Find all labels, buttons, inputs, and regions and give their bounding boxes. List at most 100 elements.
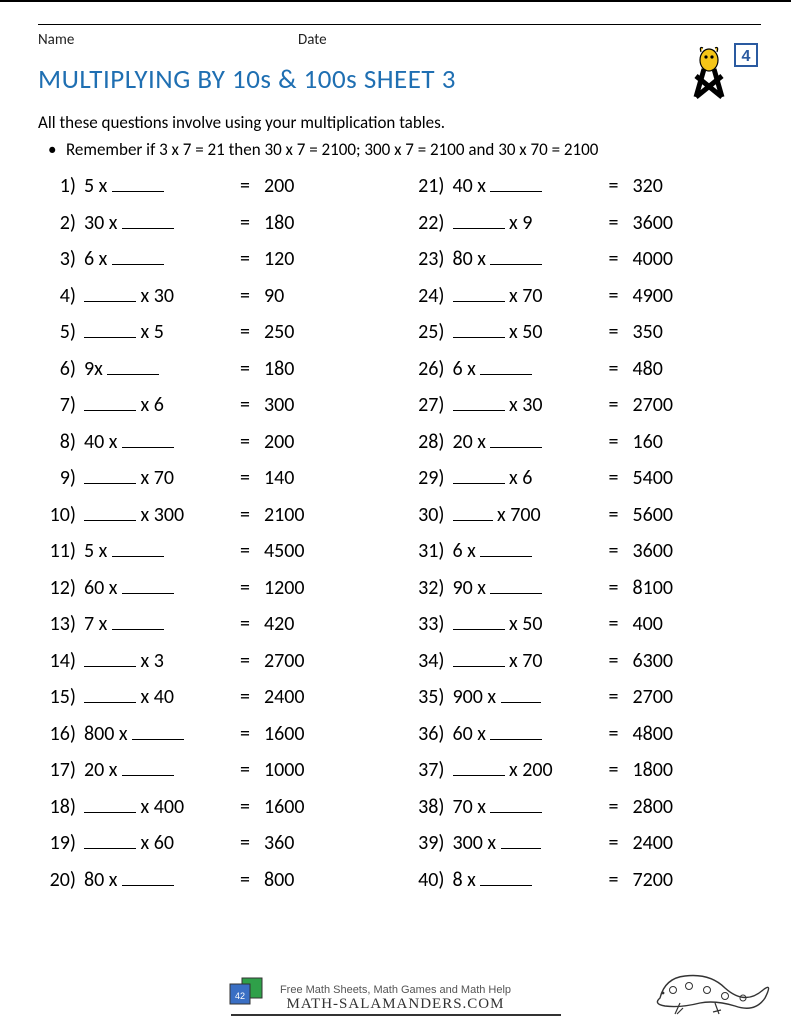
blank-field[interactable] xyxy=(84,510,136,521)
problem-expression: x 6 xyxy=(84,393,240,417)
blank-field[interactable] xyxy=(453,400,505,411)
problem-number: 17) xyxy=(38,758,84,782)
equals-sign: = xyxy=(240,357,264,381)
blank-field[interactable] xyxy=(453,619,505,630)
problem-expression: x 70 xyxy=(84,466,240,490)
problem-row: 26)6 x =480 xyxy=(407,357,762,394)
problem-number: 8) xyxy=(38,430,84,454)
problem-number: 1) xyxy=(38,174,84,198)
blank-field[interactable] xyxy=(107,364,159,375)
problem-answer: 6300 xyxy=(633,649,703,673)
blank-field[interactable] xyxy=(122,765,174,776)
problem-answer: 4800 xyxy=(633,722,703,746)
equals-sign: = xyxy=(240,466,264,490)
equals-sign: = xyxy=(240,758,264,782)
top-rule xyxy=(38,24,761,25)
blank-field[interactable] xyxy=(84,802,136,813)
blank-field[interactable] xyxy=(490,437,542,448)
problem-expression: x 6 xyxy=(453,466,609,490)
problem-number: 12) xyxy=(38,576,84,600)
blank-field[interactable] xyxy=(122,218,174,229)
problem-row: 12)60 x =1200 xyxy=(38,576,393,613)
blank-field[interactable] xyxy=(122,875,174,886)
problem-answer: 200 xyxy=(264,430,334,454)
problem-row: 17)20 x =1000 xyxy=(38,758,393,795)
blank-field[interactable] xyxy=(453,765,505,776)
equals-sign: = xyxy=(240,795,264,819)
blank-field[interactable] xyxy=(490,802,542,813)
blank-field[interactable] xyxy=(112,546,164,557)
problem-row: 10) x 300=2100 xyxy=(38,503,393,540)
problem-number: 37) xyxy=(407,758,453,782)
problem-answer: 160 xyxy=(633,430,703,454)
blank-field[interactable] xyxy=(122,437,174,448)
problem-expression: x 30 xyxy=(84,284,240,308)
problem-expression: x 400 xyxy=(84,795,240,819)
problem-row: 6)9x =180 xyxy=(38,357,393,394)
problem-number: 34) xyxy=(407,649,453,673)
blank-field[interactable] xyxy=(490,254,542,265)
equals-sign: = xyxy=(240,211,264,235)
blank-field[interactable] xyxy=(84,400,136,411)
problem-number: 31) xyxy=(407,539,453,563)
problem-expression: 5 x xyxy=(84,174,240,198)
blank-field[interactable] xyxy=(490,583,542,594)
equals-sign: = xyxy=(240,539,264,563)
blank-field[interactable] xyxy=(501,692,541,703)
problem-expression: x 70 xyxy=(453,284,609,308)
blank-field[interactable] xyxy=(453,291,505,302)
header-row: Name Date xyxy=(38,31,761,49)
equals-sign: = xyxy=(609,503,633,527)
blank-field[interactable] xyxy=(84,656,136,667)
blank-field[interactable] xyxy=(84,838,136,849)
blank-field[interactable] xyxy=(501,838,541,849)
problem-answer: 2100 xyxy=(264,503,334,527)
blank-field[interactable] xyxy=(480,546,532,557)
blank-field[interactable] xyxy=(453,327,505,338)
blank-field[interactable] xyxy=(132,729,184,740)
problem-number: 21) xyxy=(407,174,453,198)
problem-answer: 1600 xyxy=(264,722,334,746)
problem-answer: 2400 xyxy=(633,831,703,855)
problems-grid: 1)5 x =20021)40 x =3202)30 x =18022) x 9… xyxy=(38,174,761,904)
problem-answer: 420 xyxy=(264,612,334,636)
problem-expression: x 50 xyxy=(453,320,609,344)
problem-answer: 1000 xyxy=(264,758,334,782)
blank-field[interactable] xyxy=(112,181,164,192)
blank-field[interactable] xyxy=(453,218,505,229)
problem-expression: 6 x xyxy=(453,539,609,563)
problem-row: 18) x 400=1600 xyxy=(38,795,393,832)
equals-sign: = xyxy=(609,795,633,819)
problem-row: 39)300 x =2400 xyxy=(407,831,762,868)
problem-expression: x 60 xyxy=(84,831,240,855)
problem-row: 22) x 9=3600 xyxy=(407,211,762,248)
blank-field[interactable] xyxy=(490,729,542,740)
problem-row: 8)40 x =200 xyxy=(38,430,393,467)
equals-sign: = xyxy=(609,174,633,198)
blank-field[interactable] xyxy=(453,473,505,484)
equals-sign: = xyxy=(609,320,633,344)
blank-field[interactable] xyxy=(84,692,136,703)
blank-field[interactable] xyxy=(84,327,136,338)
equals-sign: = xyxy=(609,539,633,563)
problem-number: 15) xyxy=(38,685,84,709)
blank-field[interactable] xyxy=(112,619,164,630)
blank-field[interactable] xyxy=(112,254,164,265)
blank-field[interactable] xyxy=(84,473,136,484)
problem-row: 33) x 50=400 xyxy=(407,612,762,649)
blank-field[interactable] xyxy=(84,291,136,302)
equals-sign: = xyxy=(609,430,633,454)
blank-field[interactable] xyxy=(480,875,532,886)
blank-field[interactable] xyxy=(480,364,532,375)
problem-row: 5) x 5=250 xyxy=(38,320,393,357)
problem-number: 25) xyxy=(407,320,453,344)
blank-field[interactable] xyxy=(453,510,493,521)
blank-field[interactable] xyxy=(122,583,174,594)
equals-sign: = xyxy=(609,284,633,308)
problem-number: 22) xyxy=(407,211,453,235)
blank-field[interactable] xyxy=(453,656,505,667)
problem-number: 3) xyxy=(38,247,84,271)
problem-expression: 60 x xyxy=(84,576,240,600)
problem-row: 19) x 60=360 xyxy=(38,831,393,868)
blank-field[interactable] xyxy=(490,181,542,192)
